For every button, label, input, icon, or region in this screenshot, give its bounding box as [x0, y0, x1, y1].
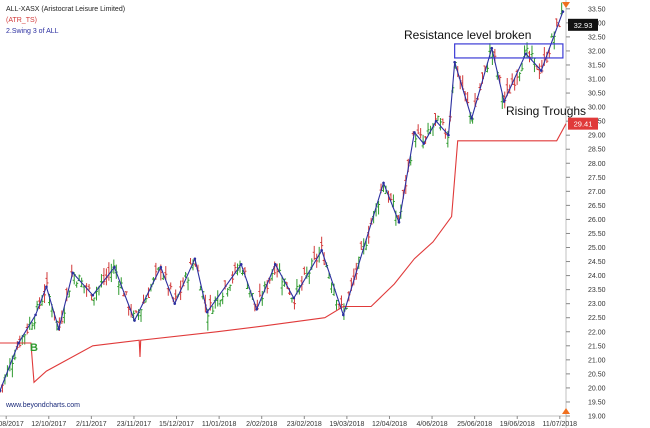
resistance-box — [454, 43, 564, 59]
legend-atr: (ATR_TS) — [6, 17, 37, 24]
swing-point — [159, 265, 163, 269]
swing-point — [453, 60, 456, 64]
swing-point — [173, 302, 177, 305]
y-tick-label: 32.00 — [588, 48, 606, 55]
swing-point — [422, 142, 426, 145]
swing-point — [113, 265, 116, 269]
x-tick-label: 4/06/2018 — [416, 421, 447, 428]
swing-point — [320, 249, 323, 252]
swing-point — [239, 263, 243, 266]
y-tick-label: 24.00 — [588, 273, 606, 280]
swing-point — [561, 10, 565, 13]
swing-point — [273, 263, 277, 266]
y-tick-label: 23.00 — [588, 301, 606, 308]
swing-point — [133, 319, 136, 322]
x-tick-label: 19/06/2018 — [500, 421, 535, 428]
swing-point — [193, 257, 197, 261]
y-tick-label: 26.50 — [588, 203, 606, 210]
x-tick-label: 19/03/2018 — [329, 421, 364, 428]
y-tick-label: 20.00 — [588, 385, 606, 392]
swing-point — [71, 271, 74, 275]
y-tick-label: 28.50 — [588, 147, 606, 154]
swing-point — [205, 310, 209, 314]
x-tick-label: 23/11/2017 — [117, 421, 152, 428]
y-tick-label: 32.50 — [588, 34, 606, 41]
y-tick-label: 28.00 — [588, 161, 606, 168]
y-tick-label: 23.50 — [588, 287, 606, 294]
x-tick-label: 15/12/2017 — [159, 421, 194, 428]
y-tick-label: 24.50 — [588, 259, 606, 266]
y-tick-label: 20.50 — [588, 371, 606, 378]
y-tick-label: 21.00 — [588, 357, 606, 364]
x-tick-label: 12/04/2018 — [372, 421, 407, 428]
swing-point — [342, 313, 345, 317]
y-tick-label: 31.50 — [588, 62, 606, 69]
last-price-label: 32.93 — [574, 21, 593, 30]
y-tick-label: 19.50 — [588, 399, 606, 406]
y-tick-label: 30.00 — [588, 105, 606, 112]
x-tick-label: 25/06/2018 — [457, 421, 492, 428]
x-tick-label: 11/01/2018 — [202, 421, 237, 428]
last-price-tag — [568, 18, 598, 31]
swing-point — [0, 389, 2, 393]
swing-point — [447, 133, 450, 137]
x-tick-label: 12/10/2017 — [31, 421, 66, 428]
annotation-rising-troughs: Rising Troughs — [506, 104, 587, 118]
y-tick-label: 22.50 — [588, 315, 606, 322]
chart-legend: ALL-XASX (Aristocrat Leisure Limited) (A… — [6, 4, 125, 37]
top-marker-icon — [562, 2, 570, 8]
swing-point — [434, 119, 438, 123]
swing-point — [470, 117, 473, 120]
swing-point — [255, 307, 259, 311]
legend-swing: 2.Swing 3 of ALL — [6, 28, 59, 35]
swing-point — [34, 313, 37, 317]
swing-point — [502, 100, 506, 103]
x-tick-label: 31/08/2017 — [0, 421, 24, 428]
y-tick-label: 33.50 — [588, 6, 606, 13]
watermark: www.beyondcharts.com — [6, 402, 80, 409]
y-tick-label: 27.50 — [588, 175, 606, 182]
swing-point — [524, 52, 528, 56]
swing-point — [91, 293, 95, 297]
y-tick-label: 25.00 — [588, 245, 606, 252]
annotation-buy-signal: B — [30, 342, 38, 354]
x-tick-label: 23/02/2018 — [287, 421, 322, 428]
y-tick-label: 29.00 — [588, 133, 606, 140]
bottom-marker-icon — [562, 408, 570, 414]
y-tick-label: 21.50 — [588, 343, 606, 350]
swing-point — [382, 181, 385, 185]
swing-point — [413, 131, 416, 134]
swing-point — [57, 327, 61, 331]
y-tick-label: 22.00 — [588, 329, 606, 336]
y-tick-label: 30.50 — [588, 91, 606, 98]
atr-value-label: 29.41 — [574, 120, 593, 129]
swing-point — [539, 69, 543, 72]
x-tick-label: 2/02/2018 — [246, 421, 277, 428]
swing-point — [292, 296, 296, 300]
swing-point — [490, 46, 494, 50]
atr-value-tag — [568, 117, 598, 130]
y-tick-label: 31.00 — [588, 77, 606, 84]
x-tick-label: 11/07/2018 — [543, 421, 578, 428]
atr-stop-line — [0, 123, 567, 384]
swing-point — [45, 285, 48, 289]
swing-point — [17, 341, 20, 345]
y-tick-label: 27.00 — [588, 189, 606, 196]
y-tick-label: 25.50 — [588, 231, 606, 238]
y-tick-label: 19.00 — [588, 414, 606, 421]
legend-symbol: ALL-XASX (Aristocrat Leisure Limited) — [6, 6, 126, 13]
swing-line — [0, 11, 564, 391]
x-tick-label: 2/11/2017 — [76, 421, 107, 428]
y-tick-label: 26.00 — [588, 217, 606, 224]
annotation-resistance: Resistance level broken — [404, 28, 532, 42]
swing-point — [397, 220, 401, 224]
